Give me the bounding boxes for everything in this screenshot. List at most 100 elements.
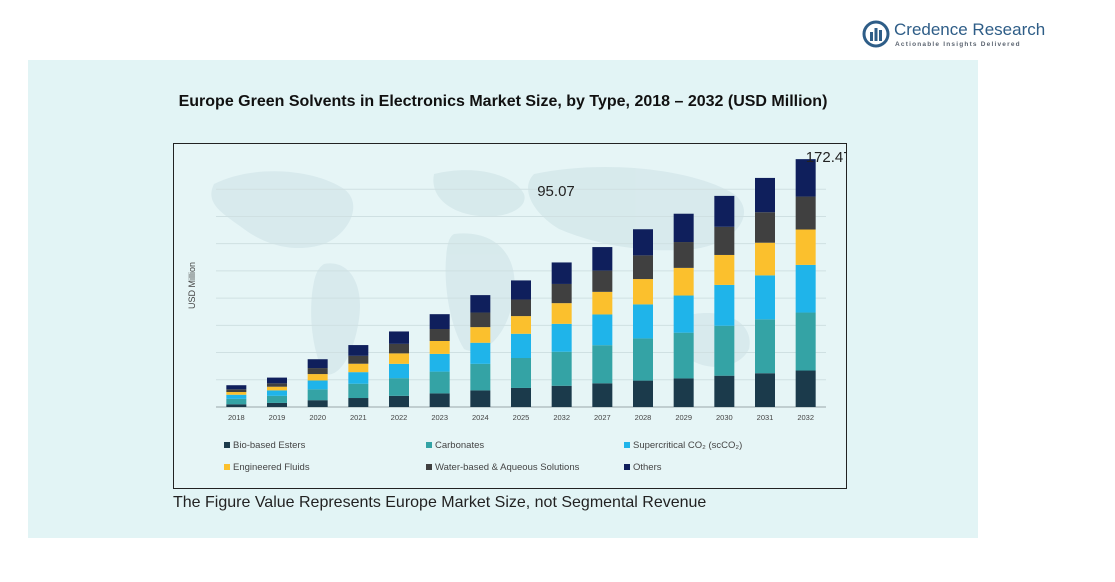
bar-segment xyxy=(267,395,287,403)
legend-swatch xyxy=(224,464,230,470)
bar-segment xyxy=(511,280,531,300)
legend: Bio-based Esters Carbonates Supercritical … xyxy=(224,440,742,473)
bar-segment xyxy=(755,242,775,276)
bar-segment xyxy=(511,316,531,334)
bar-segment xyxy=(307,389,328,401)
x-tick-labels: 2018 2019 2020 2021 2022 2023 2024 2025 2032 2027… xyxy=(228,413,814,422)
bar-segment xyxy=(714,375,735,407)
bar-segment xyxy=(389,363,409,379)
bar-segment xyxy=(307,374,328,381)
bar-segment xyxy=(673,267,694,296)
bar-segment xyxy=(348,363,369,373)
x-tick-label: 2023 xyxy=(431,413,448,422)
bar-segment xyxy=(226,392,247,395)
legend-swatch xyxy=(624,442,630,448)
bar-segment xyxy=(755,373,775,407)
bar-segment xyxy=(267,377,287,384)
bar-segment xyxy=(633,255,653,280)
legend-swatch xyxy=(224,442,230,448)
bar-segment xyxy=(307,380,328,390)
bar-segment xyxy=(389,353,409,364)
bar-segment xyxy=(470,342,491,364)
x-tick-label: 2022 xyxy=(391,413,408,422)
legend-swatch xyxy=(426,442,432,448)
bar-segment xyxy=(470,390,491,407)
x-tick-label: 2018 xyxy=(228,413,245,422)
legend-label: Engineered Fluids xyxy=(233,462,310,473)
legend-swatch xyxy=(624,464,630,470)
bar-segment xyxy=(633,304,653,339)
bar-segment xyxy=(673,378,694,407)
bar-segment xyxy=(633,229,653,256)
bar-segment xyxy=(551,385,572,407)
chart-frame: USD Million 2018 2019 2020 2021 2022 2023 2024… xyxy=(173,143,847,489)
bar-segment xyxy=(551,351,572,386)
bar-segment xyxy=(673,242,694,268)
x-tick-label: 2027 xyxy=(594,413,611,422)
legend-swatch xyxy=(426,464,432,470)
bar-segment xyxy=(389,395,409,407)
bar-segment xyxy=(755,212,775,243)
x-tick-label: 2032 xyxy=(797,413,814,422)
bar-segment xyxy=(592,291,613,315)
bar-segment xyxy=(348,398,369,407)
bar-segment xyxy=(714,325,735,376)
bar-segment xyxy=(348,355,369,364)
bar-segment xyxy=(307,400,328,407)
bar-segment xyxy=(226,394,247,399)
x-tick-label: 2020 xyxy=(309,413,326,422)
bar-segment xyxy=(714,226,735,255)
bars xyxy=(226,159,816,407)
bar-segment xyxy=(511,333,531,358)
bar-segment xyxy=(673,213,694,243)
bar-segment xyxy=(348,383,369,399)
bar-segment xyxy=(551,323,572,352)
bar-segment xyxy=(307,368,328,375)
value-annotation: 95.07 xyxy=(537,183,575,200)
chart-panel: Europe Green Solvents in Electronics Mar… xyxy=(28,60,978,538)
bar-segment xyxy=(511,358,531,388)
footnote: The Figure Value Represents Europe Marke… xyxy=(173,494,707,511)
x-tick-label: 2024 xyxy=(472,413,489,422)
bar-segment xyxy=(470,363,491,391)
bar-segment xyxy=(795,196,816,230)
bar-segment xyxy=(633,338,653,381)
bar-segment xyxy=(795,159,816,197)
bar-segment xyxy=(429,393,450,407)
bar-segment xyxy=(714,254,735,285)
bar-segment xyxy=(429,329,450,341)
bar-segment xyxy=(267,402,287,407)
bar-segment xyxy=(226,398,247,405)
stacked-bar-chart: 2018 2019 2020 2021 2022 2023 2024 2025 2032 2027… xyxy=(211,149,846,473)
chart-title: Europe Green Solvents in Electronics Mar… xyxy=(178,93,828,110)
bar-segment xyxy=(795,370,816,407)
legend-label: Water-based & Aqueous Solutions xyxy=(435,462,580,473)
bar-segment xyxy=(592,314,613,346)
legend-label: Carbonates xyxy=(435,440,484,451)
bar-segment xyxy=(755,319,775,374)
bar-segment xyxy=(429,314,450,330)
x-tick-label: 2028 xyxy=(635,413,652,422)
bar-segment xyxy=(755,177,775,213)
bar-segment xyxy=(470,312,491,328)
bar-segment xyxy=(226,404,247,407)
bar-segment xyxy=(795,229,816,265)
bar-segment xyxy=(389,343,409,354)
x-tick-label: 2025 xyxy=(513,413,530,422)
bar-segment xyxy=(267,390,287,396)
bar-segment xyxy=(389,378,409,396)
bar-segment xyxy=(795,264,816,313)
bar-segment xyxy=(551,283,572,304)
bar-segment xyxy=(755,275,775,320)
bar-segment xyxy=(267,383,287,387)
x-tick-label: 2021 xyxy=(350,413,367,422)
bar-segment xyxy=(551,262,572,284)
bar-segment xyxy=(673,332,694,379)
annotations: 95.07 172.47 xyxy=(537,149,846,200)
brand-tagline: Actionable Insights Delivered xyxy=(895,41,1021,48)
bar-segment xyxy=(633,279,653,305)
bar-segment xyxy=(348,345,369,356)
bar-segment xyxy=(470,327,491,343)
bar-segment xyxy=(592,345,613,384)
x-tick-label: 2029 xyxy=(675,413,692,422)
